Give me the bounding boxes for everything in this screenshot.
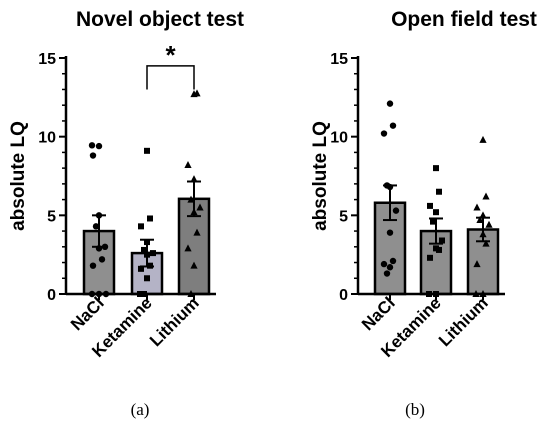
data-point-lithium: [193, 89, 201, 97]
data-point-nacl: [389, 122, 397, 129]
error-bar-nacl: [92, 214, 106, 248]
data-point-ketamine: [433, 209, 439, 216]
data-point-ketamine: [439, 237, 445, 244]
data-point-nacl: [383, 270, 391, 277]
error-bar-nacl: [383, 184, 397, 222]
y-tick-label: 0: [339, 287, 348, 304]
y-tick-label: 15: [330, 51, 348, 68]
panel-caption: (b): [405, 400, 425, 419]
y-tick-label: 10: [38, 130, 56, 147]
error-bar-lithium: [476, 216, 490, 243]
significance-bracket: *: [146, 40, 195, 90]
data-point-lithium: [184, 244, 192, 252]
data-point-ketamine: [150, 250, 156, 257]
data-point-nacl: [95, 142, 103, 150]
data-point-nacl: [89, 152, 97, 159]
data-point-nacl: [92, 223, 100, 230]
significance-label: *: [165, 40, 176, 70]
error-bar-lithium: [187, 180, 201, 218]
y-tick-label: 5: [47, 208, 56, 225]
data-point-lithium: [482, 239, 490, 247]
data-point-lithium: [187, 195, 195, 203]
data-point-nacl: [98, 256, 106, 263]
data-point-ketamine: [144, 275, 150, 282]
data-point-lithium: [190, 175, 198, 183]
data-point-lithium: [485, 220, 493, 228]
error-bar-ketamine: [429, 217, 443, 245]
data-point-lithium: [184, 160, 192, 168]
data-point-lithium: [190, 261, 198, 269]
data-point-lithium: [193, 228, 201, 236]
data-point-nacl: [88, 142, 96, 149]
data-point-nacl: [389, 257, 397, 265]
data-point-ketamine: [138, 265, 144, 272]
x-tick-label: NaCl: [358, 293, 399, 334]
error-bar-ketamine: [140, 238, 154, 268]
chart-title: Novel object test: [76, 8, 244, 31]
data-point-ketamine: [147, 215, 153, 222]
data-point-nacl: [380, 130, 388, 137]
data-point-lithium: [482, 192, 490, 200]
x-tick-label: Lithium: [435, 293, 492, 350]
data-point-ketamine: [427, 202, 433, 209]
data-point-lithium: [196, 203, 204, 211]
x-tick-label: Lithium: [146, 293, 203, 350]
data-point-nacl: [386, 229, 394, 236]
chart-title: Open field test: [391, 8, 537, 31]
y-tick-label: 15: [38, 51, 56, 68]
data-point-nacl: [392, 207, 400, 214]
y-tick-label: 10: [330, 130, 348, 147]
y-tick-label: 5: [339, 208, 348, 225]
y-axis-label: absolute LQ: [8, 121, 29, 231]
x-tick-label: NaCl: [67, 293, 108, 334]
panel-caption: (a): [131, 400, 150, 419]
data-point-ketamine: [427, 254, 433, 261]
data-point-nacl: [89, 262, 97, 269]
data-point-nacl: [380, 260, 388, 268]
data-point-lithium: [473, 260, 481, 268]
data-point-nacl: [386, 100, 394, 107]
data-point-ketamine: [141, 246, 147, 253]
data-point-lithium: [479, 135, 487, 143]
data-point-ketamine: [436, 188, 442, 195]
y-tick-label: 0: [47, 287, 56, 304]
y-axis-label: absolute LQ: [310, 121, 331, 231]
data-point-nacl: [386, 264, 394, 271]
data-point-ketamine: [144, 147, 150, 154]
data-point-lithium: [479, 211, 487, 219]
data-point-lithium: [473, 203, 481, 211]
data-point-ketamine: [138, 223, 144, 230]
data-point-ketamine: [433, 165, 439, 172]
data-point-lithium: [476, 216, 484, 224]
data-point-ketamine: [430, 218, 436, 225]
data-point-ketamine: [436, 246, 442, 253]
